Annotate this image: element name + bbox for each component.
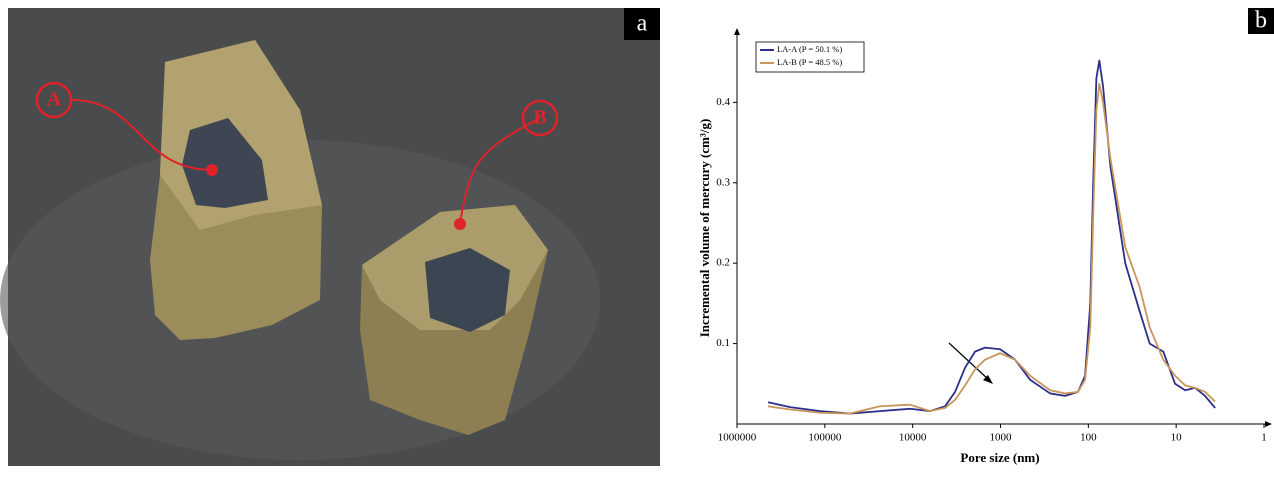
panel-label-box	[624, 8, 660, 40]
panel-label: a	[637, 11, 648, 37]
y-axis-title: Incremental volume of mercury (cm³/g)	[697, 119, 712, 338]
y-tick-label: 0.1	[716, 337, 730, 349]
x-tick-label: 10	[1171, 432, 1183, 444]
legend-label: LA-A (P = 50.1 %)	[777, 44, 842, 54]
series-line	[767, 82, 1216, 415]
legend-label: LA-B (P = 48.5 %)	[777, 57, 842, 67]
x-tick-label: 1	[1261, 432, 1267, 444]
marker-label: B	[533, 107, 546, 129]
x-tick-label: 100	[1080, 432, 1097, 444]
x-tick-label: 1000	[990, 432, 1013, 444]
x-axis-arrow	[1265, 421, 1272, 427]
marker-label: A	[47, 89, 62, 111]
marker-circle	[35, 81, 73, 119]
marker-line	[459, 117, 541, 225]
rock-b-core	[425, 248, 510, 332]
marker-circle	[521, 99, 559, 137]
photo: A B a	[0, 8, 660, 466]
x-axis-title: Pore size (nm)	[960, 450, 1039, 465]
y-tick-label: 0.2	[716, 257, 730, 269]
x-tick-label: 100000	[808, 432, 842, 444]
y-tick-label: 0.3	[716, 176, 730, 188]
x-tick-label: 1000000	[718, 432, 757, 444]
x-tick-label: 10000	[899, 432, 927, 444]
marker-line	[71, 99, 213, 171]
panel-label: b	[1255, 8, 1267, 34]
series-line	[767, 59, 1216, 415]
legend	[755, 41, 865, 73]
annotation-arrowhead	[983, 375, 993, 384]
panel-label-box	[1248, 8, 1274, 34]
rock-a-core	[182, 118, 268, 208]
marker-dot	[206, 164, 218, 176]
y-axis-arrow	[734, 28, 740, 35]
marker-dot	[454, 218, 466, 230]
y-tick-label: 0.4	[716, 96, 730, 108]
